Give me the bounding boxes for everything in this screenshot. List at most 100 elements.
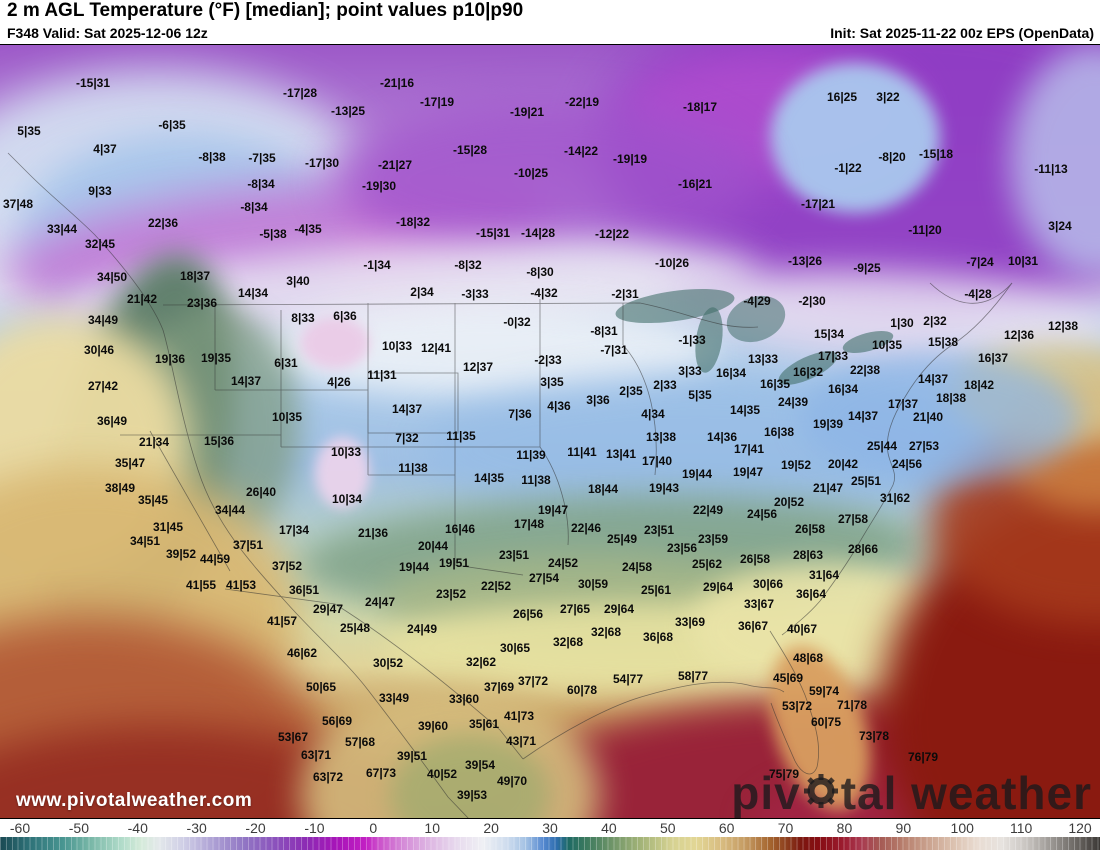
point-value-label: 58|77 — [677, 669, 709, 683]
point-value-label: -17|30 — [304, 156, 340, 170]
colorbar-tick-label: -40 — [127, 820, 148, 836]
point-value-label: 3|24 — [1048, 219, 1072, 233]
colorbar-tick-label: -60 — [9, 820, 31, 836]
point-value-label: 13|33 — [747, 352, 779, 366]
point-value-label: 30|59 — [577, 577, 609, 591]
watermark-url: www.pivotalweather.com — [16, 790, 253, 811]
point-value-label: 32|68 — [552, 635, 584, 649]
point-value-label: 31|64 — [808, 568, 840, 582]
point-value-label: 21|47 — [812, 481, 844, 495]
point-value-label: 20|44 — [417, 539, 449, 553]
point-value-label: -15|18 — [918, 147, 954, 161]
point-value-label: 3|40 — [286, 274, 310, 288]
point-value-label: 11|38 — [521, 473, 551, 487]
point-value-label: 76|79 — [907, 750, 939, 764]
point-value-label: 19|52 — [780, 458, 812, 472]
point-value-label: -7|31 — [600, 343, 628, 357]
point-value-label: 19|36 — [154, 352, 186, 366]
point-value-label: 25|44 — [866, 439, 898, 453]
point-value-label: 21|34 — [138, 435, 170, 449]
point-value-label: 30|46 — [83, 343, 115, 357]
point-value-label: 40|67 — [786, 622, 818, 636]
point-value-label: 25|48 — [339, 621, 371, 635]
point-value-label: 1|30 — [890, 316, 914, 330]
point-value-label: 17|40 — [641, 454, 673, 468]
point-value-label: 53|72 — [781, 699, 813, 713]
point-value-label: 30|66 — [752, 577, 784, 591]
point-value-label: -8|31 — [590, 324, 618, 338]
point-value-label: 36|64 — [795, 587, 827, 601]
point-value-label: 19|51 — [438, 556, 470, 570]
point-value-label: 26|58 — [739, 552, 771, 566]
point-value-label: -19|30 — [361, 179, 397, 193]
point-value-label: -8|32 — [454, 258, 482, 272]
point-value-label: -3|33 — [461, 287, 489, 301]
point-value-label: -7|24 — [966, 255, 994, 269]
point-value-label: 22|49 — [692, 503, 724, 517]
point-value-label: -22|19 — [564, 95, 600, 109]
point-value-label: 24|49 — [406, 622, 438, 636]
point-value-label: 35|47 — [114, 456, 146, 470]
colorbar-area: -60 -50 -40 -30 -20 -10 0 10 20 30 40 50 60 70 80 90 100… — [0, 819, 1100, 850]
point-value-label: 13|38 — [645, 430, 677, 444]
point-value-label: -15|28 — [452, 143, 488, 157]
point-value-label: 29|64 — [603, 602, 635, 616]
point-value-label: 3|35 — [540, 375, 564, 389]
watermark-brand-pre: piv — [731, 767, 801, 819]
point-value-label: 54|77 — [612, 672, 644, 686]
point-value-label: 24|58 — [621, 560, 653, 574]
point-value-label: 14|35 — [473, 471, 505, 485]
point-value-label: 24|47 — [364, 595, 396, 609]
point-value-label: 34|50 — [96, 270, 128, 284]
point-value-label: 10|34 — [331, 492, 363, 506]
point-value-label: -8|20 — [878, 150, 906, 164]
point-value-label: -11|13 — [1034, 162, 1068, 176]
point-value-label: 24|39 — [777, 395, 809, 409]
point-value-label: 10|35 — [271, 410, 303, 424]
point-value-label: -2|33 — [534, 353, 562, 367]
point-value-label: -8|34 — [247, 177, 275, 191]
point-value-label: 41|73 — [503, 709, 535, 723]
point-value-label: -0|32 — [503, 315, 531, 329]
point-value-label: 16|32 — [792, 365, 824, 379]
point-value-label: 37|48 — [2, 197, 34, 211]
point-value-label: 22|36 — [147, 216, 179, 230]
point-value-label: 2|34 — [410, 285, 434, 299]
point-value-label: 12|37 — [462, 360, 494, 374]
point-value-label: 14|35 — [729, 403, 761, 417]
point-value-label: 25|51 — [850, 474, 882, 488]
point-value-label: 30|52 — [372, 656, 404, 670]
point-value-label: 41|57 — [266, 614, 298, 628]
point-value-label: -13|25 — [330, 104, 366, 118]
point-value-label: 36|49 — [96, 414, 128, 428]
colorbar-tick-label: 60 — [718, 820, 735, 836]
point-value-label: 44|59 — [199, 552, 231, 566]
point-value-label: 23|56 — [666, 541, 698, 555]
point-value-label: 14|37 — [847, 409, 879, 423]
point-value-label: 19|44 — [681, 467, 713, 481]
point-value-label: 34|44 — [214, 503, 246, 517]
point-value-label: -4|29 — [743, 294, 771, 308]
point-value-label: 9|33 — [88, 184, 112, 198]
watermark-brand: piv tal weather — [731, 770, 1092, 816]
point-value-label: 33|44 — [46, 222, 78, 236]
gear-icon — [803, 770, 839, 816]
point-value-label: 33|60 — [448, 692, 480, 706]
point-value-label: 39|52 — [165, 547, 197, 561]
point-value-label: 29|47 — [312, 602, 344, 616]
point-value-label: -12|22 — [594, 227, 630, 241]
point-value-label: 36|68 — [642, 630, 674, 644]
point-value-label: 14|37 — [230, 374, 262, 388]
point-value-label: 49|70 — [496, 774, 528, 788]
point-value-label: 48|68 — [792, 651, 824, 665]
point-value-label: 6|36 — [333, 309, 357, 323]
point-value-label: 19|47 — [537, 503, 569, 517]
point-value-label: 27|53 — [908, 439, 940, 453]
point-value-label: 10|35 — [871, 338, 903, 352]
point-value-label: 19|39 — [812, 417, 844, 431]
point-value-label: 67|73 — [365, 766, 397, 780]
point-value-label: 7|36 — [508, 407, 532, 421]
point-value-label: 26|56 — [512, 607, 544, 621]
point-value-label: 29|64 — [702, 580, 734, 594]
watermark-brand-post: tal weather — [840, 767, 1092, 819]
